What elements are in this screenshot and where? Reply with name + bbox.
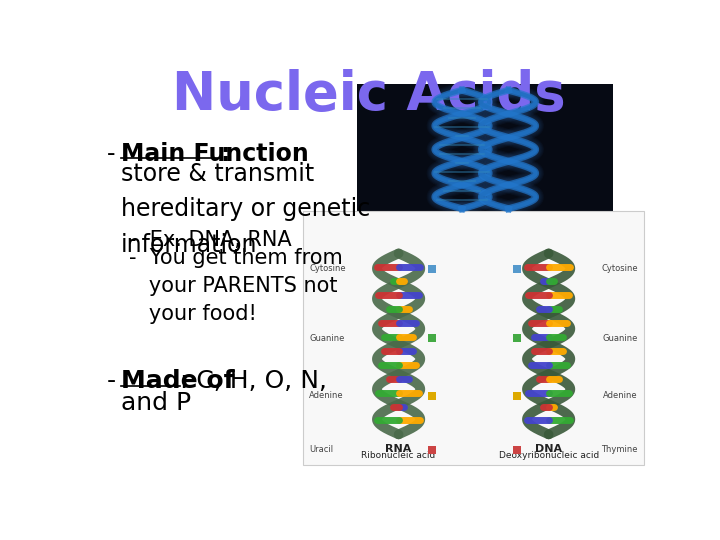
- FancyBboxPatch shape: [428, 392, 436, 400]
- FancyBboxPatch shape: [428, 334, 436, 342]
- Text: -  Ex. DNA, RNA: - Ex. DNA, RNA: [129, 230, 292, 249]
- Text: Guanine: Guanine: [603, 334, 638, 343]
- Text: Ribonucleic acid: Ribonucleic acid: [361, 451, 436, 460]
- Text: -: -: [107, 369, 116, 393]
- Text: Deoxyribonucleic acid: Deoxyribonucleic acid: [498, 451, 599, 460]
- Text: and P: and P: [121, 390, 191, 415]
- Text: store & transmit
hereditary or genetic
information: store & transmit hereditary or genetic i…: [121, 162, 370, 256]
- Text: DNA: DNA: [535, 444, 562, 454]
- FancyBboxPatch shape: [428, 446, 436, 454]
- FancyBboxPatch shape: [513, 265, 521, 273]
- FancyBboxPatch shape: [513, 446, 521, 454]
- Text: Adenine: Adenine: [310, 392, 344, 400]
- Text: Cytosine: Cytosine: [310, 265, 346, 273]
- Text: :: :: [220, 142, 230, 166]
- Text: Guanine: Guanine: [310, 334, 345, 343]
- Text: Adenine: Adenine: [603, 392, 638, 400]
- Text: Nucleic Acids: Nucleic Acids: [172, 69, 566, 120]
- Text: RNA: RNA: [385, 444, 412, 454]
- FancyBboxPatch shape: [513, 334, 521, 342]
- FancyBboxPatch shape: [428, 265, 436, 273]
- Text: Made of: Made of: [121, 369, 235, 393]
- Text: Cytosine: Cytosine: [601, 265, 638, 273]
- Text: -: -: [107, 142, 115, 166]
- FancyBboxPatch shape: [303, 211, 644, 465]
- Text: -  You get them from
   your PARENTS not
   your food!: - You get them from your PARENTS not you…: [129, 248, 343, 324]
- Text: : C, H, O, N,: : C, H, O, N,: [180, 369, 327, 393]
- FancyBboxPatch shape: [513, 392, 521, 400]
- Text: Uracil: Uracil: [310, 446, 333, 454]
- FancyBboxPatch shape: [357, 84, 613, 215]
- Text: Main Function: Main Function: [121, 142, 309, 166]
- Text: Thymine: Thymine: [601, 446, 638, 454]
